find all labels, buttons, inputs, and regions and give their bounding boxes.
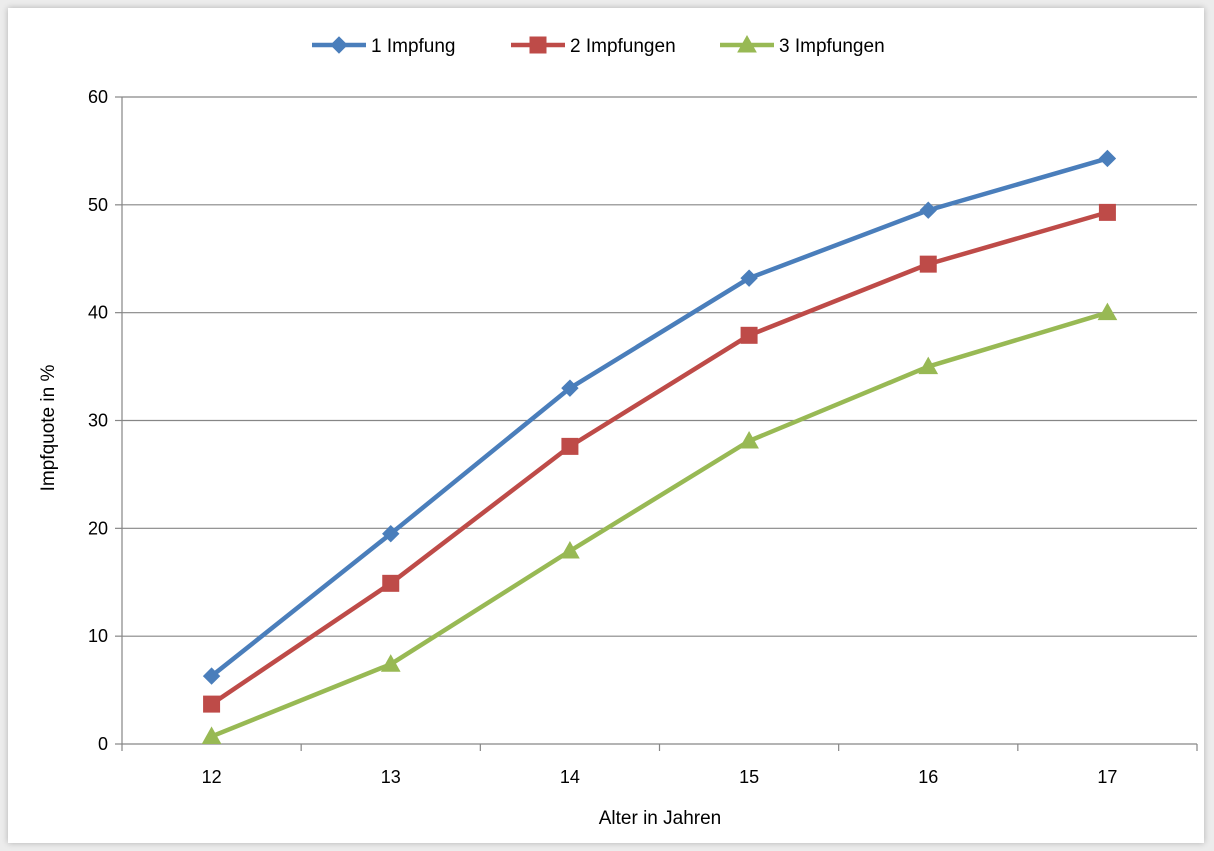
legend-label: 2 Impfungen	[570, 36, 676, 57]
y-tick-label: 0	[98, 734, 108, 754]
x-axis-label: Alter in Jahren	[599, 808, 722, 829]
legend-marker	[737, 34, 757, 53]
legend-item: 2 Impfungen	[511, 36, 676, 57]
legend-label: 1 Impfung	[371, 36, 456, 57]
data-point	[561, 379, 579, 397]
x-tick-label: 14	[560, 767, 580, 787]
data-point	[382, 574, 400, 592]
data-point	[380, 654, 401, 672]
series-3	[201, 302, 1118, 744]
legend-marker	[330, 36, 348, 54]
x-tick-labels: 12 13 14 15 16 17	[202, 767, 1118, 787]
x-tick-label: 12	[202, 767, 222, 787]
axes	[115, 96, 1198, 751]
y-tick-label: 10	[88, 626, 108, 646]
x-tick-label: 17	[1097, 767, 1117, 787]
data-point	[203, 695, 221, 713]
legend-marker	[529, 36, 547, 54]
data-point	[1097, 302, 1118, 321]
data-point	[382, 525, 400, 543]
data-point	[918, 356, 939, 375]
data-point	[1098, 203, 1116, 221]
x-tick-label: 13	[381, 767, 401, 787]
series-line	[209, 156, 1110, 679]
data-point	[740, 269, 758, 287]
x-tick-label: 15	[739, 767, 759, 787]
data-point	[201, 726, 222, 744]
legend-item: 1 Impfung	[312, 36, 456, 57]
legend-item: 3 Impfungen	[720, 34, 885, 57]
y-tick-label: 40	[88, 303, 108, 323]
data-point	[202, 667, 221, 685]
series-line	[209, 210, 1110, 707]
data-point	[561, 437, 579, 455]
x-tick-label: 16	[918, 767, 938, 787]
y-tick-label: 60	[88, 87, 108, 107]
series-2	[203, 203, 1116, 713]
chart-frame: 0 10 20 30 40 50 60 12 13 14 15 16 17 1 Impfung 2 Im…	[8, 8, 1204, 843]
y-tick-label: 30	[88, 411, 108, 431]
data-point	[739, 430, 759, 449]
data-point	[919, 255, 937, 273]
data-point	[1098, 149, 1117, 168]
y-tick-labels: 0 10 20 30 40 50 60	[88, 87, 108, 754]
data-point	[919, 201, 937, 219]
data-point	[560, 540, 580, 559]
series-1	[202, 149, 1117, 685]
line-chart: 0 10 20 30 40 50 60 12 13 14 15 16 17 1 Impfung 2 Im…	[38, 34, 1198, 829]
legend-label: 3 Impfungen	[779, 36, 885, 57]
gridlines	[122, 96, 1197, 637]
y-axis-label: Impfquote in %	[38, 365, 59, 492]
series-line	[209, 310, 1110, 739]
y-tick-label: 20	[88, 518, 108, 538]
data-point	[740, 326, 758, 344]
y-tick-label: 50	[88, 195, 108, 215]
legend: 1 Impfung 2 Impfungen 3 Impfungen	[312, 34, 885, 57]
series-lines	[201, 149, 1118, 744]
